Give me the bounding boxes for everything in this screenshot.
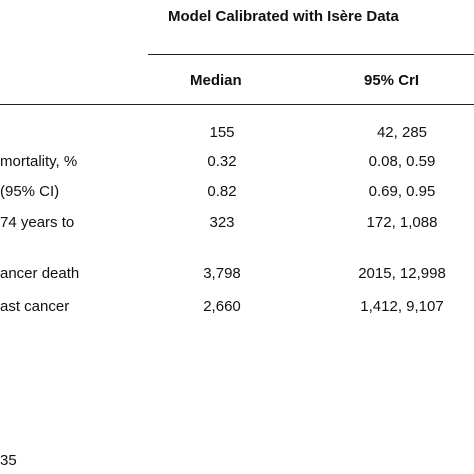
row-median: 155 [209,124,235,141]
column-header-median: Median [190,72,242,89]
row-crl: 1,412, 9,107 [360,298,444,315]
row-label: ancer death [0,265,80,282]
row-median: 0.32 [207,153,237,170]
footnote-text: 35 [0,452,17,469]
row-median: 0.82 [207,183,237,200]
row-label: ast cancer [0,298,70,315]
row-crl: 0.69, 0.95 [368,183,436,200]
row-crl: 172, 1,088 [366,214,438,231]
table-group-header: Model Calibrated with Isère Data [168,8,399,25]
row-label: (95% CI) [0,183,60,200]
row-crl: 2015, 12,998 [358,265,446,282]
column-rule [0,104,474,105]
row-label: mortality, % [0,153,78,170]
row-label: 74 years to [0,214,75,231]
header-rule [148,54,474,55]
column-header-95-crl: 95% CrI [364,72,420,89]
row-crl: 42, 285 [376,124,428,141]
row-median: 3,798 [203,265,241,282]
row-median: 2,660 [203,298,241,315]
row-median: 323 [209,214,235,231]
row-crl: 0.08, 0.59 [368,153,436,170]
